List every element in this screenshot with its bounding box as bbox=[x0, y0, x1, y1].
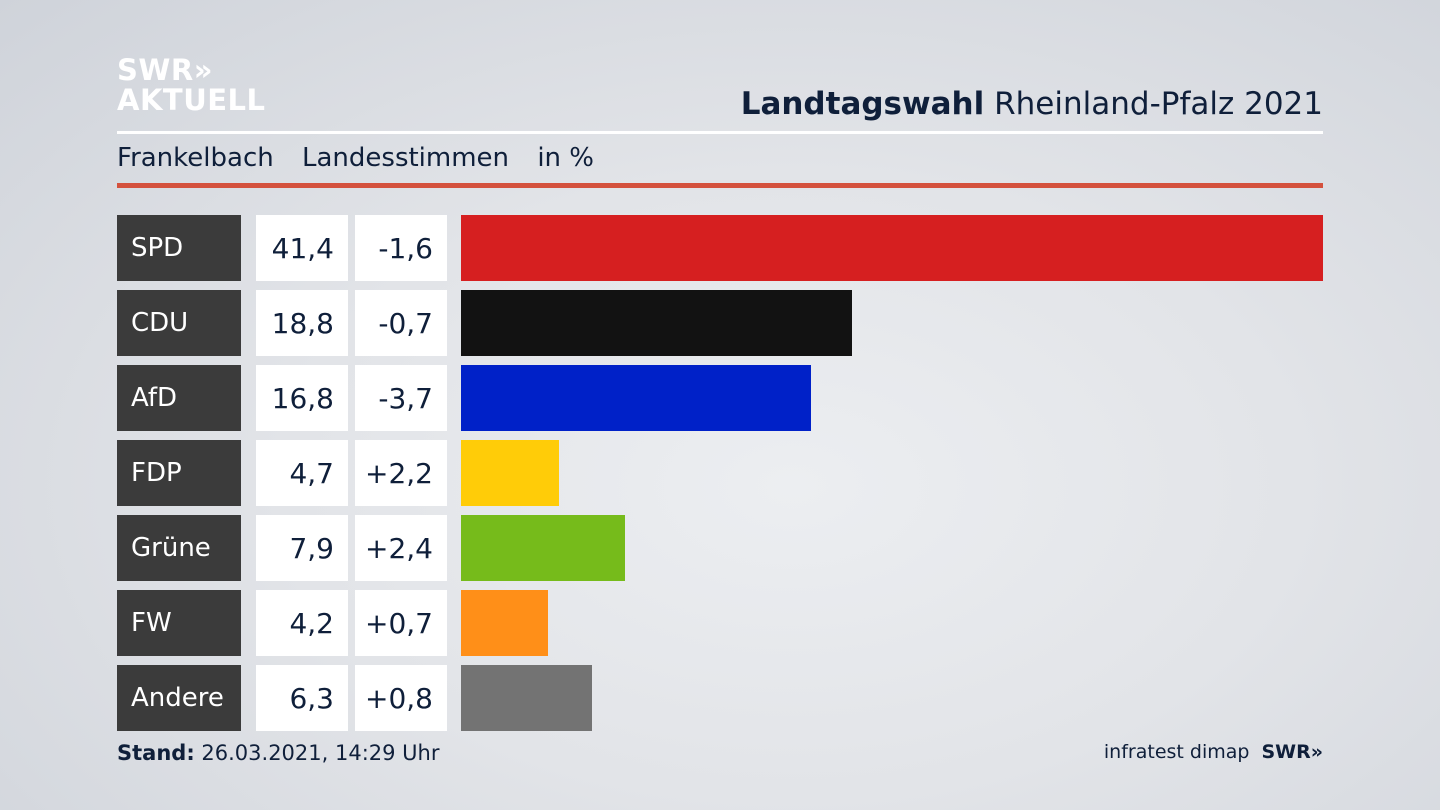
timestamp: Stand: 26.03.2021, 14:29 Uhr bbox=[117, 741, 440, 765]
party-label: FW bbox=[117, 590, 241, 656]
vote-type-label: Landesstimmen bbox=[302, 143, 510, 173]
stand-value: 26.03.2021, 14:29 Uhr bbox=[194, 741, 440, 765]
page-title: Landtagswahl Rheinland-Pfalz 2021 bbox=[741, 86, 1323, 122]
change-label: -0,7 bbox=[355, 290, 447, 356]
swr-aktuell-logo: SWR» AKTUELL bbox=[117, 55, 266, 115]
source-credit: infratest dimap SWR» bbox=[1104, 741, 1323, 763]
title-bold: Landtagswahl bbox=[740, 86, 985, 122]
chart-row: Grüne 7,9 +2,4 bbox=[117, 515, 1323, 581]
subheader: Frankelbach Landesstimmen in % bbox=[117, 143, 614, 173]
value-label: 18,8 bbox=[256, 290, 348, 356]
bar bbox=[461, 215, 1323, 281]
bar bbox=[461, 515, 625, 581]
value-label: 4,2 bbox=[256, 590, 348, 656]
unit-label: in % bbox=[537, 143, 594, 173]
chart-row: Andere 6,3 +0,8 bbox=[117, 665, 1323, 731]
party-label: Andere bbox=[117, 665, 241, 731]
bar bbox=[461, 365, 811, 431]
chart-row: CDU 18,8 -0,7 bbox=[117, 290, 1323, 356]
value-label: 16,8 bbox=[256, 365, 348, 431]
change-label: +0,7 bbox=[355, 590, 447, 656]
change-label: +2,4 bbox=[355, 515, 447, 581]
party-label: Grüne bbox=[117, 515, 241, 581]
bar bbox=[461, 665, 592, 731]
party-label: SPD bbox=[117, 215, 241, 281]
change-label: +0,8 bbox=[355, 665, 447, 731]
change-label: -1,6 bbox=[355, 215, 447, 281]
bar bbox=[461, 590, 548, 656]
bar bbox=[461, 440, 559, 506]
party-label: AfD bbox=[117, 365, 241, 431]
location-label: Frankelbach bbox=[117, 143, 274, 173]
chart-row: AfD 16,8 -3,7 bbox=[117, 365, 1323, 431]
header-divider bbox=[117, 131, 1323, 134]
logo-line-2: AKTUELL bbox=[117, 83, 266, 117]
swr-brand-logo: SWR» bbox=[1261, 741, 1323, 763]
chart-row: SPD 41,4 -1,6 bbox=[117, 215, 1323, 281]
stand-label: Stand: bbox=[117, 741, 195, 765]
party-label: CDU bbox=[117, 290, 241, 356]
value-label: 6,3 bbox=[256, 665, 348, 731]
logo-line-1: SWR» bbox=[117, 53, 213, 87]
value-label: 7,9 bbox=[256, 515, 348, 581]
value-label: 4,7 bbox=[256, 440, 348, 506]
change-label: -3,7 bbox=[355, 365, 447, 431]
chart-row: FW 4,2 +0,7 bbox=[117, 590, 1323, 656]
change-label: +2,2 bbox=[355, 440, 447, 506]
value-label: 41,4 bbox=[256, 215, 348, 281]
source-label: infratest dimap bbox=[1103, 741, 1250, 763]
bar bbox=[461, 290, 852, 356]
chart-row: FDP 4,7 +2,2 bbox=[117, 440, 1323, 506]
title-rest: Rheinland-Pfalz 2021 bbox=[984, 86, 1323, 122]
party-label: FDP bbox=[117, 440, 241, 506]
accent-divider bbox=[117, 183, 1323, 188]
